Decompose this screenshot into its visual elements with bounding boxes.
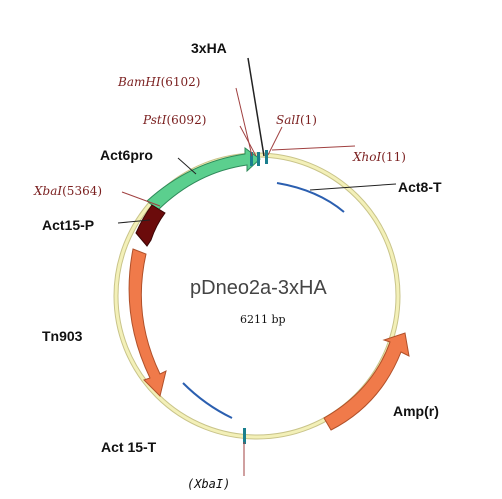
mcs-marker-2	[257, 152, 260, 166]
xbai-label: XbaI(5364)	[33, 184, 102, 198]
bamhi-label: BamHI(6102)	[117, 75, 200, 89]
act15p-feature[interactable]	[135, 204, 166, 247]
ampr-label: Amp(r)	[393, 403, 439, 419]
mcs-marker-3	[265, 150, 268, 164]
sali-leader	[267, 126, 283, 156]
act15p-leader	[117, 219, 151, 224]
sali-label: SalI(1)	[276, 113, 317, 127]
act6pro-feature[interactable]	[146, 147, 261, 211]
tn903-feature[interactable]	[128, 248, 167, 397]
psti-leader	[239, 125, 257, 157]
tag-label: 3xHA	[191, 40, 227, 56]
mcs-marker-1	[250, 152, 253, 166]
ampr-feature[interactable]	[323, 332, 410, 431]
act15t-label: Act 15-T	[101, 439, 157, 455]
act8t-feature[interactable]	[276, 182, 345, 213]
act15t-feature[interactable]	[182, 382, 233, 419]
xhoi-leader	[271, 145, 356, 151]
tag-leader	[247, 57, 265, 157]
tn903-label: Tn903	[42, 328, 83, 344]
act15p-label: Act15-P	[42, 217, 94, 233]
act6pro-label: Act6pro	[100, 147, 153, 163]
plasmid-name: pDneo2a-3xHA	[190, 277, 327, 299]
psti-label: PstI(6092)	[142, 113, 206, 127]
act8t-label: Act8-T	[398, 179, 442, 195]
act8t-leader	[309, 183, 397, 191]
xbai-bottom-label: (XbaI)	[187, 477, 230, 491]
bamhi-leader	[235, 87, 253, 157]
plasmid-size: 6211 bp	[240, 313, 286, 326]
xbai-bottom-marker	[243, 428, 246, 444]
xhoi-label: XhoI(11)	[352, 150, 406, 164]
act6pro-leader	[177, 157, 197, 175]
xbai-leader	[121, 191, 161, 207]
